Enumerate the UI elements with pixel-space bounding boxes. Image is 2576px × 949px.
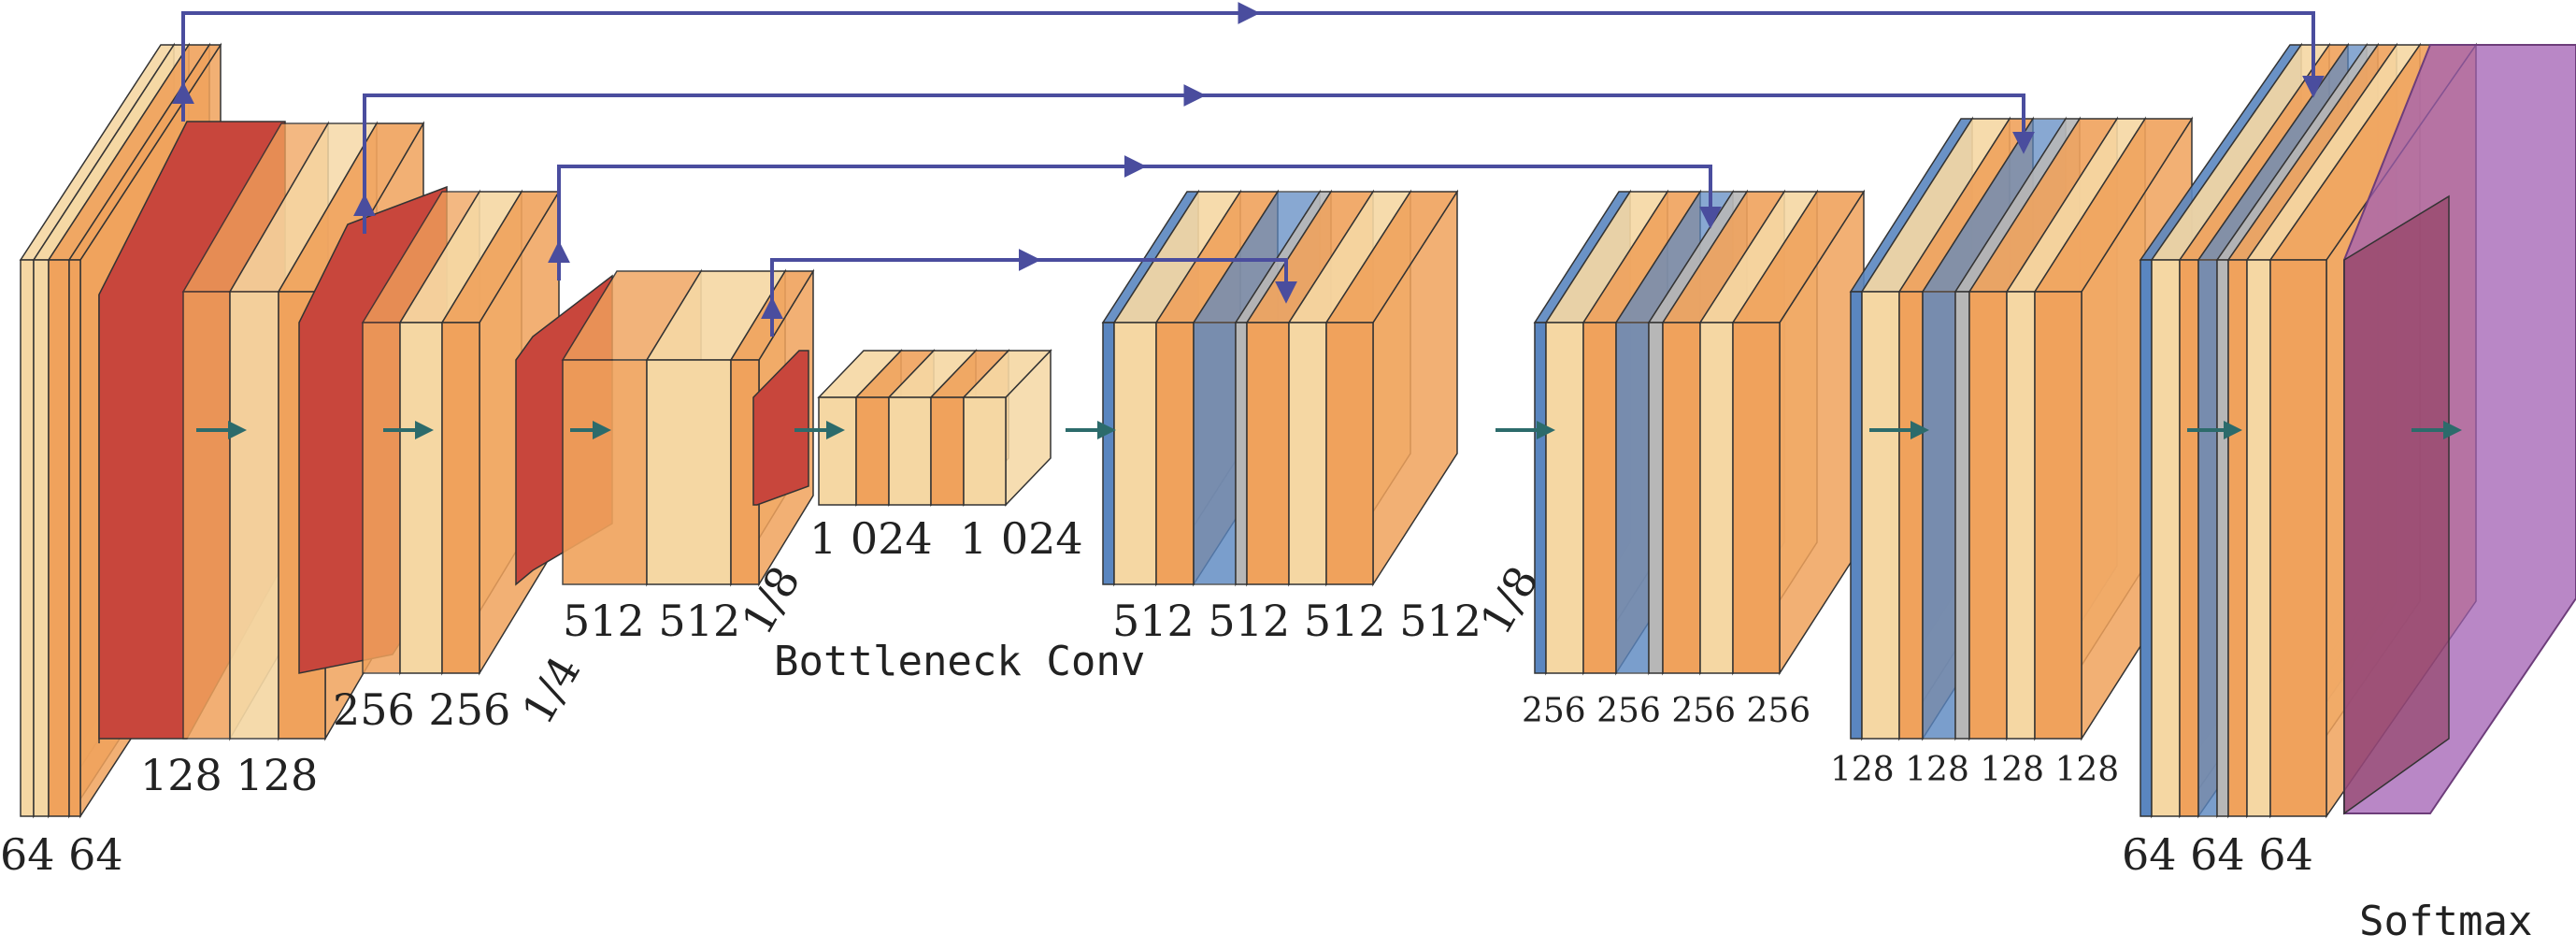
skip-connection-3 (557, 165, 1722, 252)
softmax-label: Softmax (2359, 898, 2532, 945)
dec2-part-3-front (1922, 291, 1956, 740)
enc3-scale-label: 1/4 (512, 647, 591, 732)
dec2-part-2-front (1898, 291, 1924, 740)
dec3-part-7-front (1732, 322, 1781, 674)
enc4-channel-label: 512 512 (563, 596, 740, 646)
dec2-part-7-front (2034, 291, 2082, 740)
dec3-part-3-front (1615, 322, 1650, 674)
enc4-part-1-front (646, 359, 732, 585)
enc1-part-3-front (68, 259, 81, 817)
dec4-part-1-front (1113, 322, 1157, 585)
dec4-part-4-front (1235, 322, 1248, 585)
dec3-part-2-front (1582, 322, 1617, 674)
dec2-part-6-front (2006, 291, 2036, 740)
bottleneck-part-3-front (930, 396, 965, 506)
dec3-part-4-front (1648, 322, 1664, 674)
enc3-part-0-front (362, 322, 401, 674)
enc2-channel-label: 128 128 (140, 750, 318, 800)
bottleneck-part-0-front (818, 396, 857, 506)
dec3-part-5-front (1662, 322, 1701, 674)
dec1-part-0-front (2140, 259, 2153, 817)
bottleneck-title: Bottleneck Conv (774, 638, 1145, 685)
enc3-channel-label: 256 256 (333, 684, 510, 735)
dec1-part-7-front (2269, 259, 2327, 817)
bottleneck-part-2-front (888, 396, 932, 506)
dec2-part-4-front (1954, 291, 1970, 740)
enc3-part-2-front (441, 322, 480, 674)
softmax-front (2343, 194, 2450, 815)
enc2-part-1-front (229, 291, 279, 740)
dec4-channel-label: 512 512 512 512 (1112, 596, 1481, 646)
enc3-part-1-front (399, 322, 443, 674)
dec1-part-1-front (2151, 259, 2181, 817)
skip-connection-1 (181, 11, 2325, 98)
enc2-part-0-front (182, 291, 231, 740)
dec4-part-3-front (1193, 322, 1237, 585)
dec3-part-7 (1731, 189, 1866, 676)
dec4-part-5-front (1246, 322, 1290, 585)
bottleneck-part-4 (962, 349, 1052, 507)
dec4-part-6-front (1288, 322, 1327, 585)
dec2-channel-label: 128 128 128 128 (1830, 751, 2119, 789)
skip-connection-2 (363, 93, 2035, 206)
dec4-part-2-front (1155, 322, 1195, 585)
dec1-part-5-front (2227, 259, 2248, 817)
enc4-part-0-front (562, 359, 648, 585)
dec3-part-0-front (1534, 322, 1547, 674)
dec3-channel-label: 256 256 256 256 (1522, 692, 1810, 730)
dec3-part-6-front (1699, 322, 1734, 674)
dec2-part-0-front (1850, 291, 1863, 740)
bottleneck-channel-label: 1 024 1 024 (809, 513, 1083, 564)
dec4-part-0-front (1102, 322, 1115, 585)
enc4-red-slab (752, 350, 809, 506)
enc1-part-1-front (33, 259, 50, 817)
dec1-part-3-front (2197, 259, 2218, 817)
dec1-part-2-front (2179, 259, 2199, 817)
bottleneck-part-1-front (855, 396, 890, 506)
dec2-part-1-front (1861, 291, 1900, 740)
skip-connections (172, 2, 2325, 337)
enc1-channel-label: 64 64 (0, 829, 123, 880)
dec1-part-6-front (2246, 259, 2271, 817)
bottleneck-part-4-front (963, 396, 1007, 506)
enc1-part-2-front (48, 259, 70, 817)
layer-blocks (19, 42, 2576, 819)
dec2-part-5-front (1968, 291, 2008, 740)
enc1-part-0-front (20, 259, 35, 817)
dec1-part-4-front (2216, 259, 2229, 817)
dec4-part-7-front (1325, 322, 1374, 585)
dec1-channel-label: 64 64 64 (2122, 829, 2313, 880)
dec3-part-1-front (1545, 322, 1584, 674)
dec4-part-7 (1324, 189, 1459, 587)
